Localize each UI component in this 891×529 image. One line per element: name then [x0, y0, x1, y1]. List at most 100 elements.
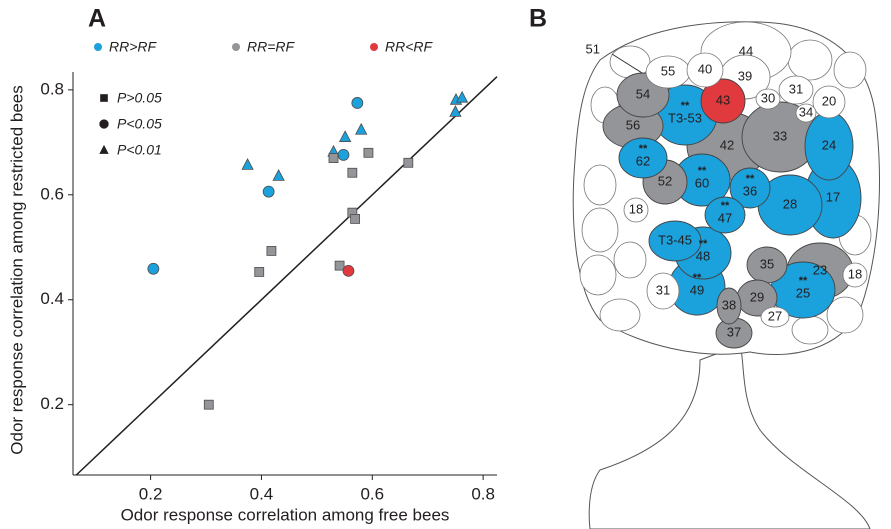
glomerulus	[729, 167, 771, 209]
glomerulus	[618, 137, 668, 179]
glomerulus-label: T3-45	[658, 232, 692, 247]
legend-label: P>0.05	[117, 90, 162, 106]
marker-triangle	[455, 90, 469, 103]
legend-label: RR>RF	[109, 39, 158, 55]
significance-stars: **	[639, 143, 648, 155]
legend-swatch	[232, 43, 240, 51]
glomerulus-label: 23	[813, 262, 827, 277]
glomerulus-label: 18	[629, 201, 643, 216]
glomerulus-label: 43	[716, 92, 730, 107]
marker-circle	[351, 97, 364, 109]
marker-triangle	[449, 105, 462, 117]
y-tick-label: 0.4	[40, 289, 64, 308]
significance-stars: **	[693, 272, 702, 284]
marker-square	[403, 157, 414, 168]
legend-swatch	[94, 43, 102, 51]
x-tick-label: 0.2	[139, 484, 163, 503]
glomerulus-label: 40	[698, 61, 712, 76]
glomerulus-label: 31	[789, 81, 803, 96]
significance-stars: **	[721, 200, 730, 212]
glomerulus	[700, 78, 746, 124]
significance-stars: **	[699, 238, 708, 250]
significance-stars: **	[799, 275, 808, 287]
glomerulus	[648, 220, 702, 262]
marker-square	[334, 260, 345, 271]
glomerulus-label: 29	[750, 289, 764, 304]
glomerulus-label: 42	[720, 137, 734, 152]
y-tick-label: 0.8	[40, 79, 64, 98]
glomerulus	[791, 315, 829, 345]
glomerulus	[760, 306, 790, 328]
glomerulus-label: 47	[718, 210, 732, 225]
glomerulus-label: 30	[761, 90, 775, 105]
glomerulus	[623, 197, 649, 223]
glomerulus-label: 27	[768, 308, 782, 323]
marker-circle	[262, 185, 275, 198]
marker-square	[350, 214, 361, 224]
marker-circle	[99, 119, 109, 129]
significance-stars: **	[698, 165, 707, 177]
glomerulus	[812, 85, 846, 119]
glomerulus-label: 28	[783, 196, 797, 211]
x-tick-label: 0.4	[250, 484, 274, 503]
legend-label: P<0.01	[117, 142, 162, 158]
marker-circle	[147, 262, 160, 275]
marker-triangle	[338, 130, 352, 142]
y-axis-title: Odor response correlation among restrict…	[7, 85, 26, 454]
x-tick-label: 0.8	[471, 484, 495, 503]
glomerulus-label: 33	[773, 128, 787, 143]
panel-label: B	[529, 5, 547, 33]
stalk	[588, 344, 871, 529]
glomerulus-label: 44	[739, 43, 753, 58]
x-axis-title: Odor response correlation among free bee…	[121, 505, 450, 524]
glomerulus-label: 55	[661, 63, 675, 78]
glomerulus-label: 56	[626, 117, 640, 132]
x-tick-label: 0.6	[360, 484, 384, 503]
legend-label: P<0.05	[117, 116, 162, 132]
y-tick-label: 0.2	[40, 394, 64, 413]
marker-square	[266, 246, 277, 256]
marker-circle	[342, 264, 355, 277]
glomerulus-label: 60	[695, 175, 709, 190]
glomerulus-label: 34	[799, 104, 813, 119]
glomerulus	[579, 254, 617, 296]
marker-triangle	[272, 169, 285, 181]
glomerulus-label: 36	[743, 183, 757, 198]
glomerulus-label: 39	[738, 68, 752, 83]
glomerulus	[833, 51, 867, 89]
glomerulus-label: 24	[822, 137, 836, 152]
significance-stars: **	[681, 100, 690, 112]
glomerulus-label: 62	[636, 153, 650, 168]
glomerulus-label: 48	[696, 248, 710, 263]
glomerulus	[716, 287, 742, 325]
glomerulus	[704, 196, 746, 234]
glomerulus-label: 38	[722, 297, 736, 312]
glomerulus	[599, 298, 641, 332]
marker-triangle	[99, 144, 109, 154]
identity-line	[75, 76, 498, 476]
glomerulus-label: 18	[848, 266, 862, 281]
glomerulus-label: 52	[658, 173, 672, 188]
glomerulus	[583, 164, 617, 206]
marker-square	[254, 267, 265, 277]
glomerulus	[581, 207, 619, 253]
glomerulus-label: 37	[727, 324, 741, 339]
glomerulus	[646, 272, 680, 310]
leader-label: 51	[586, 41, 600, 56]
legend-label: RR=RF	[247, 39, 296, 55]
glomerulus-label: 25	[796, 285, 810, 300]
glomerulus-label: T3-53	[668, 110, 702, 125]
marker-circle	[337, 149, 350, 161]
brain-outline	[572, 21, 880, 529]
glomerulus	[826, 296, 864, 334]
glomerulus-label: 49	[690, 282, 704, 297]
marker-square	[347, 167, 358, 178]
marker-triangle	[241, 158, 254, 170]
marker-square	[100, 94, 108, 102]
glomerulus	[686, 52, 724, 88]
panel-label: A	[88, 5, 106, 33]
legend-label: RR<RF	[385, 39, 434, 55]
glomerulus	[778, 75, 814, 105]
y-tick-label: 0.6	[40, 184, 64, 203]
